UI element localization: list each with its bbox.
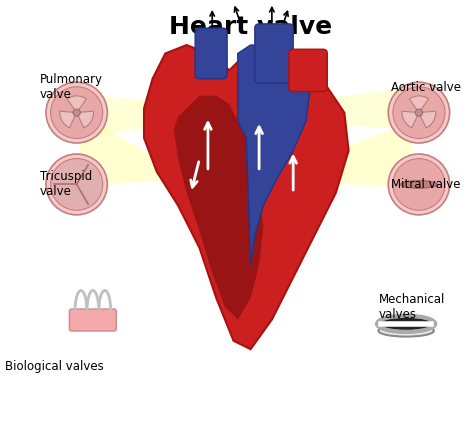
Wedge shape xyxy=(409,96,428,113)
Circle shape xyxy=(388,154,450,215)
Text: Biological valves: Biological valves xyxy=(5,360,104,373)
Wedge shape xyxy=(77,111,93,128)
Polygon shape xyxy=(285,121,412,189)
Wedge shape xyxy=(67,96,86,113)
Circle shape xyxy=(415,109,423,116)
Wedge shape xyxy=(402,111,419,128)
Text: Aortic valve: Aortic valve xyxy=(391,81,461,94)
Text: Heart valve: Heart valve xyxy=(169,15,332,39)
Circle shape xyxy=(46,154,107,215)
FancyBboxPatch shape xyxy=(289,49,327,92)
Polygon shape xyxy=(80,96,200,138)
Text: Mitral valve: Mitral valve xyxy=(391,178,461,191)
Ellipse shape xyxy=(378,317,434,331)
Circle shape xyxy=(46,82,107,143)
FancyBboxPatch shape xyxy=(195,28,227,79)
FancyBboxPatch shape xyxy=(255,24,293,83)
Circle shape xyxy=(393,87,445,139)
Wedge shape xyxy=(419,111,436,128)
Circle shape xyxy=(73,109,81,116)
Polygon shape xyxy=(174,96,264,320)
Ellipse shape xyxy=(401,181,438,188)
Wedge shape xyxy=(60,111,77,128)
Ellipse shape xyxy=(378,325,434,336)
FancyBboxPatch shape xyxy=(69,309,116,331)
Polygon shape xyxy=(285,87,412,130)
Text: Pulmonary
valve: Pulmonary valve xyxy=(40,73,102,101)
Circle shape xyxy=(393,159,445,210)
Polygon shape xyxy=(80,113,178,184)
Text: Tricuspid
valve: Tricuspid valve xyxy=(40,170,92,199)
Circle shape xyxy=(388,82,450,143)
Polygon shape xyxy=(238,45,310,265)
Polygon shape xyxy=(144,45,348,349)
Text: Mechanical
valves: Mechanical valves xyxy=(378,293,445,321)
Circle shape xyxy=(51,159,103,210)
Circle shape xyxy=(51,87,103,139)
